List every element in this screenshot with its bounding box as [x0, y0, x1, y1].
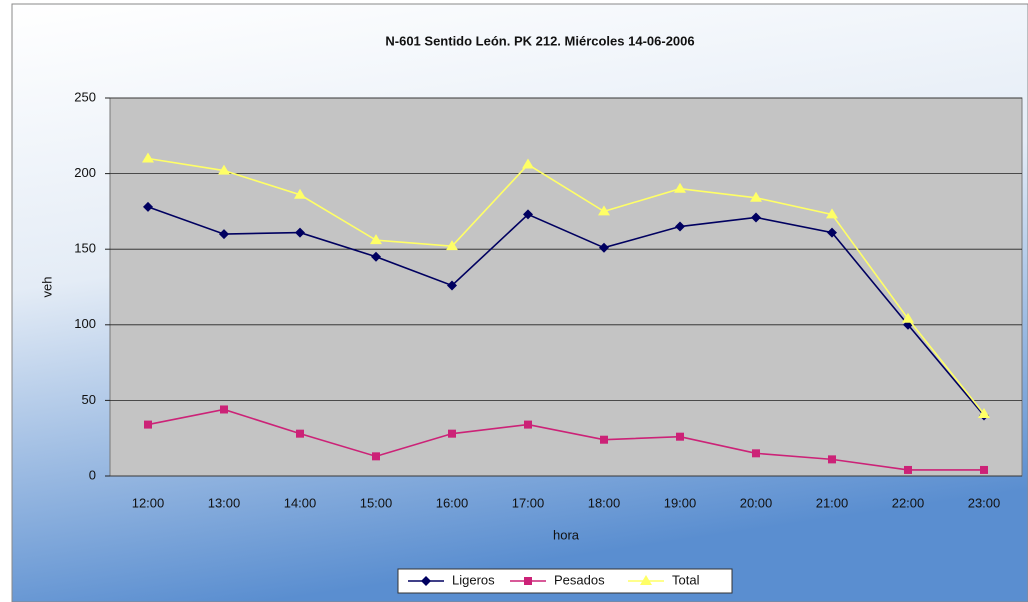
- data-point: [980, 465, 988, 474]
- x-tick-label: 14:00: [284, 495, 317, 510]
- data-point: [978, 408, 990, 419]
- x-tick-label: 20:00: [740, 495, 773, 510]
- legend-marker: [640, 575, 652, 585]
- x-tick-label: 21:00: [816, 495, 849, 510]
- data-point: [750, 191, 762, 202]
- y-tick-label: 150: [74, 241, 96, 256]
- data-point: [523, 209, 533, 220]
- legend-label: Total: [672, 572, 700, 587]
- data-point: [296, 429, 304, 438]
- data-point: [522, 158, 534, 169]
- data-point: [599, 242, 609, 253]
- data-point: [828, 455, 836, 464]
- x-tick-label: 18:00: [588, 495, 621, 510]
- data-point: [826, 208, 838, 219]
- data-point: [219, 229, 229, 240]
- y-axis-label: veh: [39, 277, 54, 298]
- data-point: [143, 201, 153, 212]
- legend-label: Ligeros: [452, 572, 495, 587]
- y-tick-label: 100: [74, 316, 96, 331]
- data-point: [448, 429, 456, 438]
- x-tick-label: 23:00: [968, 495, 1001, 510]
- data-point: [676, 432, 684, 441]
- legend-marker: [421, 576, 431, 586]
- y-tick-label: 200: [74, 165, 96, 180]
- x-tick-label: 15:00: [360, 495, 393, 510]
- data-point: [372, 452, 380, 461]
- data-point: [371, 251, 381, 262]
- data-point: [674, 182, 686, 193]
- plot-area: [109, 97, 1023, 477]
- x-tick-label: 16:00: [436, 495, 469, 510]
- data-point: [294, 188, 306, 199]
- x-tick-label: 17:00: [512, 495, 545, 510]
- series-line: [147, 157, 985, 415]
- legend-marker: [524, 577, 532, 585]
- x-axis-label: hora: [553, 527, 580, 542]
- data-point: [598, 205, 610, 216]
- data-point: [370, 234, 382, 245]
- data-point: [446, 240, 458, 251]
- series-line: [147, 408, 984, 471]
- legend: [397, 568, 733, 594]
- y-tick-label: 50: [82, 392, 96, 407]
- series-line: [147, 206, 985, 417]
- x-tick-label: 13:00: [208, 495, 241, 510]
- y-tick-label: 250: [74, 89, 96, 104]
- data-point: [524, 420, 532, 429]
- data-point: [675, 221, 685, 232]
- x-tick-label: 22:00: [892, 495, 925, 510]
- data-point: [447, 280, 457, 291]
- x-tick-label: 12:00: [132, 495, 165, 510]
- data-point: [295, 227, 305, 238]
- data-point: [600, 435, 608, 444]
- data-point: [904, 465, 912, 474]
- data-point: [902, 312, 914, 323]
- data-point: [220, 405, 228, 414]
- data-point: [827, 227, 837, 238]
- legend-label: Pesados: [554, 572, 605, 587]
- y-tick-label: 0: [89, 467, 96, 482]
- chart-title: N-601 Sentido León. PK 212. Miércoles 14…: [385, 33, 694, 48]
- data-point: [142, 152, 154, 163]
- data-point: [218, 164, 230, 175]
- data-point: [752, 449, 760, 458]
- x-tick-label: 19:00: [664, 495, 697, 510]
- data-point: [751, 212, 761, 223]
- data-point: [144, 420, 152, 429]
